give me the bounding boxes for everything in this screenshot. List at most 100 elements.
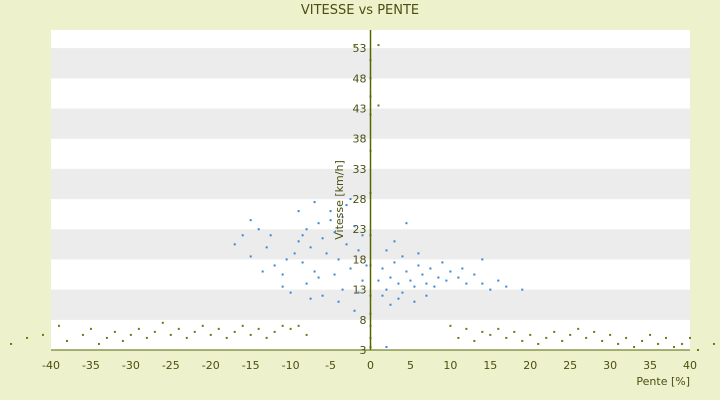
data-point — [577, 327, 580, 330]
data-point — [265, 246, 268, 249]
y-tick-label: 53 — [353, 42, 367, 55]
data-point — [321, 294, 324, 297]
data-point — [201, 324, 204, 327]
data-point — [657, 342, 660, 345]
data-point — [113, 330, 116, 333]
data-point — [317, 276, 320, 279]
data-point — [297, 324, 300, 327]
data-point — [241, 234, 244, 237]
data-point — [405, 222, 408, 225]
data-point — [193, 330, 196, 333]
data-point — [161, 321, 164, 324]
data-point — [301, 234, 304, 237]
data-point — [712, 342, 715, 345]
data-point — [353, 309, 356, 312]
x-tick-label: 30 — [603, 359, 617, 372]
data-point — [177, 327, 180, 330]
data-point — [417, 264, 420, 267]
data-point — [42, 333, 45, 336]
data-point — [633, 345, 636, 348]
data-point — [185, 336, 188, 339]
data-point — [389, 303, 392, 306]
data-point — [397, 297, 400, 300]
data-point — [377, 104, 380, 107]
data-point — [385, 345, 388, 348]
data-point — [349, 267, 352, 270]
data-point — [649, 333, 652, 336]
data-point — [301, 261, 304, 264]
data-point — [281, 324, 284, 327]
data-point — [401, 255, 404, 258]
data-point — [169, 333, 172, 336]
data-point — [461, 267, 464, 270]
data-point — [249, 255, 252, 258]
data-point — [505, 336, 508, 339]
data-point — [457, 276, 460, 279]
data-point — [381, 294, 384, 297]
chart-title: VITESSE vs PENTE — [301, 3, 419, 18]
data-point — [97, 342, 100, 345]
data-point — [429, 267, 432, 270]
data-point — [249, 333, 252, 336]
x-tick-label: 15 — [483, 359, 497, 372]
data-point — [601, 339, 604, 342]
data-point — [425, 282, 428, 285]
data-point — [313, 270, 316, 273]
data-point — [425, 294, 428, 297]
data-point — [289, 291, 292, 294]
data-point — [449, 324, 452, 327]
data-point — [269, 234, 272, 237]
data-point — [381, 267, 384, 270]
data-point — [481, 258, 484, 261]
data-point — [401, 291, 404, 294]
data-point — [285, 258, 288, 261]
data-point — [465, 282, 468, 285]
x-tick-labels: -40 -35 -30 -25 -20 -15 -10 -5 0 5 10 15 20 25 30 35 40 — [42, 359, 697, 372]
data-point — [397, 282, 400, 285]
data-point — [121, 339, 124, 342]
data-point — [89, 327, 92, 330]
data-point — [261, 270, 264, 273]
data-point — [233, 243, 236, 246]
data-point — [465, 327, 468, 330]
data-point — [325, 252, 328, 255]
data-point — [413, 285, 416, 288]
data-point — [329, 210, 332, 213]
data-point — [585, 336, 588, 339]
data-point — [289, 327, 292, 330]
data-point — [665, 336, 668, 339]
data-point — [473, 273, 476, 276]
data-point — [65, 339, 68, 342]
data-point — [437, 276, 440, 279]
x-axis-label: Pente [%] — [636, 375, 690, 388]
data-point — [609, 333, 612, 336]
x-tick-label: -10 — [282, 359, 300, 372]
data-point — [293, 252, 296, 255]
data-point — [233, 330, 236, 333]
x-tick-label: -35 — [82, 359, 100, 372]
data-point — [357, 249, 360, 252]
data-point — [521, 339, 524, 342]
data-point — [545, 336, 548, 339]
data-point — [393, 261, 396, 264]
data-point — [385, 288, 388, 291]
data-point — [297, 210, 300, 213]
data-point — [473, 339, 476, 342]
data-point — [445, 279, 448, 282]
data-point — [681, 342, 684, 345]
data-point — [529, 333, 532, 336]
data-point — [481, 330, 484, 333]
x-tick-label: 0 — [367, 359, 374, 372]
data-point — [57, 324, 60, 327]
y-tick-label: 38 — [353, 133, 367, 146]
data-point — [341, 288, 344, 291]
data-point — [313, 201, 316, 204]
data-point — [377, 44, 380, 47]
data-point — [489, 288, 492, 291]
data-point — [505, 285, 508, 288]
data-point — [321, 237, 324, 240]
y-tick-label: 48 — [353, 72, 367, 85]
data-point — [105, 336, 108, 339]
